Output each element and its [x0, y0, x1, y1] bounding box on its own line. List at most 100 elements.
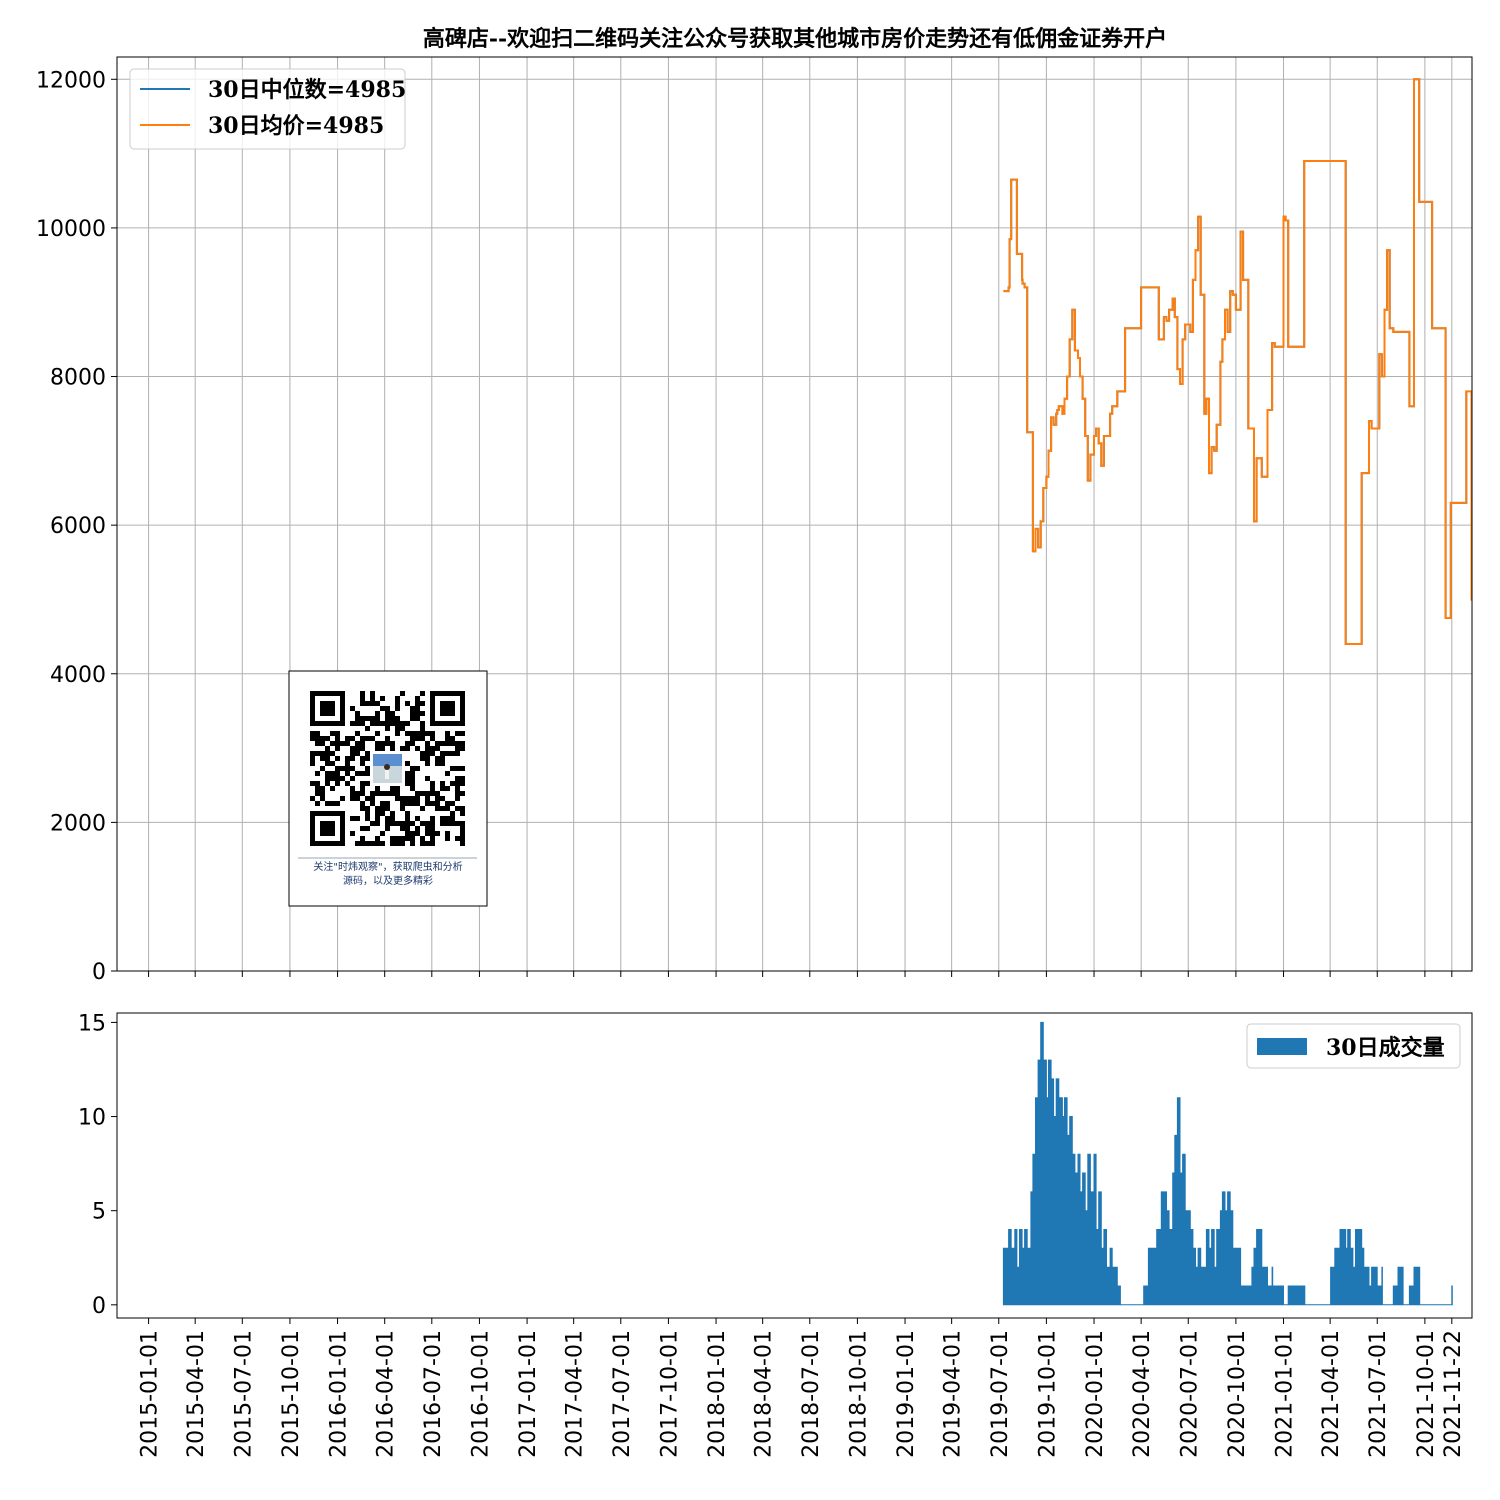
qr-module — [370, 716, 375, 721]
qr-module — [460, 731, 465, 736]
qr-module — [395, 821, 400, 826]
volume-x-tick-label: 2018-04-01 — [752, 1330, 777, 1458]
qr-module — [370, 791, 375, 796]
qr-module — [460, 741, 465, 746]
qr-module — [385, 826, 390, 831]
qr-module — [420, 791, 425, 796]
qr-module — [380, 741, 385, 746]
qr-module — [375, 791, 380, 796]
volume-x-tick-label: 2015-01-01 — [138, 1330, 163, 1458]
qr-module — [460, 841, 465, 846]
qr-module — [365, 701, 370, 706]
qr-module — [430, 791, 435, 796]
qr-module — [415, 766, 420, 771]
qr-module — [405, 731, 410, 736]
qr-module — [355, 716, 360, 721]
qr-module — [445, 806, 450, 811]
qr-module — [395, 786, 400, 791]
qr-module — [315, 786, 320, 791]
qr-module — [425, 741, 430, 746]
qr-module — [385, 821, 390, 826]
qr-module — [435, 831, 440, 836]
qr-module — [450, 821, 455, 826]
qr-module — [430, 736, 435, 741]
qr-module — [400, 691, 405, 696]
volume-x-tick-label: 2020-01-01 — [1083, 1330, 1108, 1458]
qr-module — [315, 771, 320, 776]
qr-module — [405, 796, 410, 801]
qr-module — [390, 786, 395, 791]
qr-module — [425, 841, 430, 846]
qr-module — [415, 816, 420, 821]
qr-module — [415, 731, 420, 736]
qr-module — [440, 796, 445, 801]
qr-module — [460, 836, 465, 841]
qr-module — [410, 706, 415, 711]
qr-module — [410, 711, 415, 716]
qr-module — [420, 836, 425, 841]
qr-module — [365, 781, 370, 786]
qr-module — [375, 811, 380, 816]
qr-module — [430, 841, 435, 846]
qr-module — [370, 841, 375, 846]
qr-finder-inner — [440, 701, 455, 716]
qr-module — [320, 766, 325, 771]
qr-module — [380, 696, 385, 701]
volume-x-tick-label: 2021-10-01 — [1414, 1330, 1439, 1458]
qr-module — [365, 826, 370, 831]
qr-module — [440, 821, 445, 826]
qr-module — [310, 731, 315, 736]
qr-module — [370, 736, 375, 741]
qr-module — [445, 771, 450, 776]
qr-module — [455, 741, 460, 746]
qr-module — [340, 741, 345, 746]
qr-module — [315, 751, 320, 756]
qr-module — [350, 721, 355, 726]
qr-module — [365, 811, 370, 816]
qr-module — [375, 841, 380, 846]
qr-module — [355, 721, 360, 726]
qr-module — [330, 771, 335, 776]
qr-module — [425, 746, 430, 751]
qr-module — [440, 781, 445, 786]
qr-module — [415, 701, 420, 706]
volume-panel: 2015-01-01 2015-04-01 2015-07-01 2015-10-01… — [78, 1011, 1473, 1458]
price-y-tick-label: 8000 — [50, 366, 106, 391]
qr-module — [360, 721, 365, 726]
qr-module — [355, 791, 360, 796]
qr-module — [380, 721, 385, 726]
series-median-line — [1003, 78, 1468, 645]
qr-module — [460, 791, 465, 796]
qr-module — [395, 706, 400, 711]
qr-module — [455, 786, 460, 791]
qr-module — [435, 746, 440, 751]
qr-module — [380, 791, 385, 796]
legend-volume-swatch — [1257, 1038, 1307, 1055]
qr-module — [435, 801, 440, 806]
volume-x-tick-label: 2017-07-01 — [610, 1330, 635, 1458]
qr-module — [415, 746, 420, 751]
qr-module — [360, 836, 365, 841]
qr-module — [330, 776, 335, 781]
qr-module — [365, 771, 370, 776]
qr-module — [315, 791, 320, 796]
qr-module — [420, 701, 425, 706]
qr-module — [320, 751, 325, 756]
qr-module — [325, 746, 330, 751]
qr-module — [375, 786, 380, 791]
qr-module — [375, 716, 380, 721]
price-y-tick-label: 2000 — [50, 811, 106, 836]
qr-module — [360, 701, 365, 706]
qr-module — [380, 811, 385, 816]
qr-module — [375, 816, 380, 821]
qr-module — [445, 836, 450, 841]
qr-module — [315, 801, 320, 806]
qr-module — [400, 721, 405, 726]
qr-module — [430, 731, 435, 736]
price-panel: 0 2000 4000 6000 8000 10000 12000 30日中位数=4985 … — [36, 56, 1473, 985]
qr-code-image — [310, 691, 465, 846]
qr-module — [425, 826, 430, 831]
price-y-tick-label: 6000 — [50, 514, 106, 539]
qr-module — [320, 786, 325, 791]
qr-module — [415, 791, 420, 796]
